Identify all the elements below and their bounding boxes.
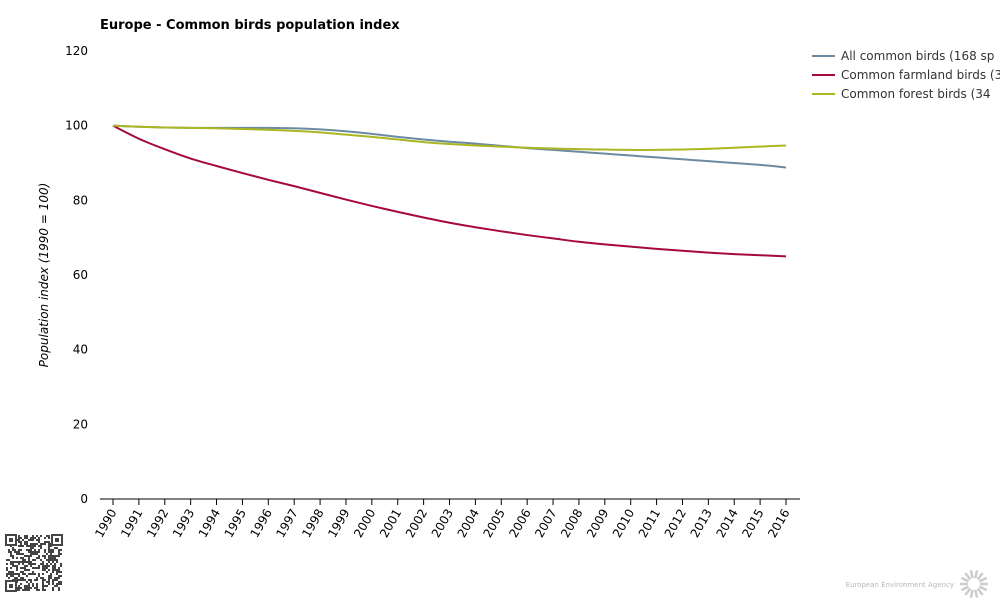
x-tick-label: 1993 [170, 507, 197, 540]
y-tick-label: 0 [80, 492, 88, 506]
x-tick-label: 1998 [299, 507, 326, 540]
x-tick-label: 2009 [584, 507, 611, 540]
y-tick-label: 20 [73, 417, 88, 431]
x-tick-label: 2010 [610, 507, 637, 540]
legend-item-label[interactable]: Common forest birds (34 [841, 87, 991, 101]
x-tick-label: 2001 [377, 507, 404, 540]
x-tick-label: 1996 [248, 507, 275, 540]
x-tick-label: 2014 [713, 507, 740, 540]
legend-item-label[interactable]: Common farmland birds (3 [841, 68, 1000, 82]
x-tick-label: 2006 [506, 507, 533, 540]
x-tick-label: 2005 [480, 507, 507, 540]
series-line-1 [112, 124, 787, 258]
y-tick-label: 40 [73, 343, 88, 357]
x-tick-label: 1992 [144, 507, 171, 540]
series-line-0 [112, 124, 787, 169]
x-tick-label: 1997 [273, 507, 300, 540]
x-tick-label: 1991 [118, 507, 145, 540]
legend-item-label[interactable]: All common birds (168 sp [841, 49, 994, 63]
x-tick-label: 2002 [403, 507, 430, 540]
chart-title: Europe - Common birds population index [100, 18, 400, 33]
x-tick-label: 1990 [92, 507, 119, 540]
y-tick-label: 120 [65, 44, 88, 58]
x-tick-label: 2004 [455, 507, 482, 540]
x-tick-label: 2016 [765, 507, 792, 540]
x-tick-label: 2015 [739, 507, 766, 540]
x-tick-label: 2011 [636, 507, 663, 540]
y-tick-label: 80 [73, 193, 88, 207]
x-tick-label: 1994 [196, 507, 223, 540]
x-tick-label: 1999 [325, 507, 352, 540]
x-tick-label: 2012 [662, 507, 689, 540]
qr-code-icon [5, 534, 63, 592]
x-tick-label: 2007 [532, 507, 559, 540]
y-tick-label: 100 [65, 119, 88, 133]
y-tick-label: 60 [73, 268, 88, 282]
x-tick-label: 2013 [688, 507, 715, 540]
x-tick-label: 1995 [222, 507, 249, 540]
x-tick-label: 2008 [558, 507, 585, 540]
series-line-2 [112, 124, 787, 151]
eea-footer-text: European Environment Agency [846, 581, 954, 589]
eea-logo-icon [960, 570, 988, 598]
x-tick-label: 2000 [351, 507, 378, 540]
x-tick-label: 2003 [429, 507, 456, 540]
y-axis-label: Population index (1990 = 100) [37, 183, 51, 368]
